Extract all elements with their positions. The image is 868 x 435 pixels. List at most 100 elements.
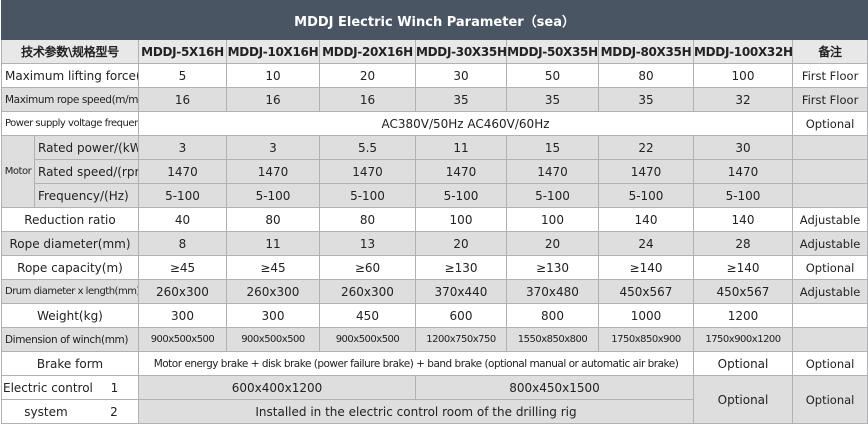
cell: 1470 [319, 159, 416, 184]
cell: 20 [506, 231, 599, 256]
table-row: Maximum rope speed(m/min) 16 16 16 35 35… [1, 87, 868, 112]
row-note: Optional [791, 351, 868, 376]
cell: 1000 [598, 303, 694, 328]
table-row: Motor Rated power/(kW) 3 3 5.5 11 15 22 … [1, 135, 868, 208]
row-note: Adjustable [791, 207, 868, 232]
cell: 15 [506, 135, 599, 160]
cell: 50 [506, 63, 599, 88]
cell: 28 [693, 231, 793, 256]
cell: 11 [226, 231, 320, 256]
cell: 100 [693, 63, 793, 88]
row-label: Rated speed/(rpm) [34, 159, 139, 184]
model-header: MDDJ-20X16H [319, 39, 416, 64]
row-label: system [24, 404, 68, 419]
model-header: MDDJ-30X35H [415, 39, 507, 64]
cell: 3 [226, 135, 320, 160]
cell: 10 [226, 63, 320, 88]
cell: 1470 [506, 159, 599, 184]
row-number: 2 [110, 404, 118, 419]
row-label: Maximum lifting force(kN) [1, 63, 139, 88]
cell: 80 [598, 63, 694, 88]
cell: 1470 [138, 159, 227, 184]
cell: 35 [598, 87, 694, 112]
row-note: Adjustable [791, 279, 868, 304]
model-header: MDDJ-50X35H [506, 39, 599, 64]
cell: 20 [415, 231, 507, 256]
motor-label: Motor [1, 135, 35, 208]
cell: 5-100 [693, 183, 793, 208]
cell: Motor energy brake + disk brake (power f… [138, 351, 694, 376]
cell: 260x300 [226, 279, 320, 304]
row-label: Brake form [1, 351, 139, 376]
cell: 100 [415, 207, 507, 232]
table-row: Weight(kg) 300 300 450 600 800 1000 1200 [1, 303, 868, 328]
cell: 80 [319, 207, 416, 232]
cell: 1200x750x750 [415, 327, 507, 352]
row-note: First Floor [791, 87, 868, 112]
row-label: Rope capacity(m) [1, 255, 139, 280]
table-row: Power supply voltage frequency AC380V/50… [1, 111, 868, 136]
cell: 20 [319, 63, 416, 88]
row-label: Rated power/(kW) [34, 135, 139, 160]
cell: 5-100 [415, 183, 507, 208]
cell: 30 [415, 63, 507, 88]
row-note [791, 183, 868, 208]
cell: 5-100 [138, 183, 227, 208]
model-header: MDDJ-80X35H [598, 39, 694, 64]
cell: 600 [415, 303, 507, 328]
model-header: MDDJ-5X16H [138, 39, 227, 64]
cell: ≥140 [693, 255, 793, 280]
param-header: 技术参数\规格型号 [1, 39, 139, 64]
cell: 8 [138, 231, 227, 256]
cell: 11 [415, 135, 507, 160]
table-row: Rated speed/(rpm) 1470 1470 1470 1470 14… [2, 159, 868, 184]
row-note: First Floor [791, 63, 868, 88]
row-label: Maximum rope speed(m/min) [1, 87, 139, 112]
table-row: Frequency/(Hz) 5-100 5-100 5-100 5-100 5… [2, 183, 868, 208]
cell: 35 [506, 87, 599, 112]
row-label: Power supply voltage frequency [1, 111, 139, 136]
cell: ≥130 [415, 255, 507, 280]
cell: 1470 [226, 159, 320, 184]
cell: 370x480 [506, 279, 599, 304]
table-row: Drum diameter x length(mm) 260x300 260x3… [1, 279, 868, 304]
row-note [791, 327, 868, 352]
cell: Optional [693, 375, 793, 424]
row-label: Reduction ratio [1, 207, 139, 232]
table-row: Maximum lifting force(kN) 5 10 20 30 50 … [1, 63, 868, 88]
row-note [791, 159, 868, 184]
cell: 5-100 [598, 183, 694, 208]
cell: ≥140 [598, 255, 694, 280]
row-label: Rope diameter(mm) [1, 231, 139, 256]
cell: 1470 [415, 159, 507, 184]
cell: 260x300 [138, 279, 227, 304]
table-row: Dimension of winch(mm) 900x500x500 900x5… [1, 327, 868, 352]
cell: 32 [693, 87, 793, 112]
row-note: Adjustable [791, 231, 868, 256]
cell: Optional [693, 351, 793, 376]
cell: 140 [598, 207, 694, 232]
cell: 5-100 [506, 183, 599, 208]
cell: 80 [226, 207, 320, 232]
table-row: Rope diameter(mm) 8 11 13 20 20 24 28 Ad… [1, 231, 868, 256]
row-number: 1 [110, 380, 119, 395]
model-header: MDDJ-10X16H [226, 39, 320, 64]
table-row: system 2 Installed in the electric contr… [1, 399, 868, 424]
cell: 450x567 [598, 279, 694, 304]
cell: ≥60 [319, 255, 416, 280]
cell: 16 [319, 87, 416, 112]
cell: 260x300 [319, 279, 416, 304]
cell: ≥45 [226, 255, 320, 280]
cell: 600x400x1200 [138, 375, 416, 400]
winch-parameter-table: MDDJ Electric Winch Parameter（sea） 技术参数\… [0, 0, 868, 424]
table-row: Reduction ratio 40 80 80 100 100 140 140… [1, 207, 868, 232]
remark-header: 备注 [791, 39, 868, 64]
model-header: MDDJ-100X32H [693, 39, 793, 64]
table-row: Electric control 1 600x400x1200 800x450x… [1, 375, 868, 424]
row-label: Frequency/(Hz) [34, 183, 139, 208]
cell: 100 [506, 207, 599, 232]
row-note: Optional [791, 111, 868, 136]
cell: 24 [598, 231, 694, 256]
table-row: Brake form Motor energy brake + disk bra… [1, 351, 868, 376]
cell: ≥45 [138, 255, 227, 280]
